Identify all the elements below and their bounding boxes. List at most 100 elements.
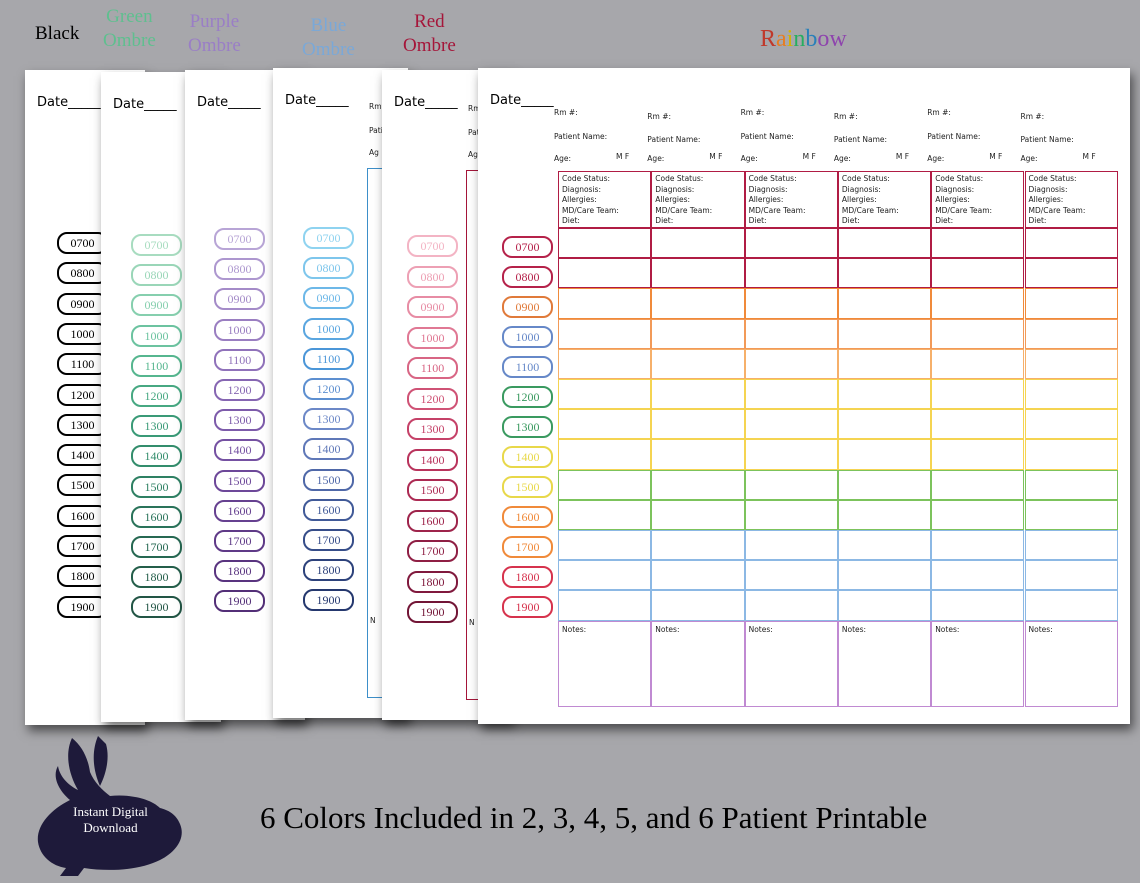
info-line: Allergies:	[748, 195, 784, 204]
notes-cell	[744, 620, 838, 707]
sex-label: M F	[616, 152, 630, 161]
partial-room-label: Rm	[468, 104, 481, 113]
time-pill: 1500	[502, 476, 553, 498]
time-pill: 1300	[57, 413, 108, 436]
time-pill: 1300	[303, 408, 354, 431]
patient-name-label: Patient Name:	[554, 132, 608, 141]
info-line: MD/Care Team:	[935, 205, 993, 215]
date-label: Date_____	[197, 95, 261, 110]
hour-cell	[837, 590, 932, 621]
hour-cell	[651, 409, 745, 440]
time-pill: 0800	[214, 258, 265, 281]
date-label: Date_____	[490, 93, 554, 108]
notes-label: Notes:	[562, 624, 587, 634]
hour-cell	[744, 409, 838, 440]
notes-cell	[837, 620, 932, 707]
label-red-line1: Red	[414, 11, 445, 32]
label-purple-line2: Ombre	[188, 35, 241, 56]
notes-label: Notes:	[748, 624, 773, 634]
hour-cell	[837, 288, 932, 319]
time-pill: 1000	[303, 317, 354, 340]
info-line: Diet:	[935, 216, 954, 225]
room-label: Rm #:	[647, 112, 672, 121]
hour-cell	[931, 379, 1025, 410]
hour-cell	[1024, 228, 1118, 259]
hour-cell	[744, 318, 838, 349]
notes-label: Notes:	[841, 624, 867, 634]
notes-label: Notes:	[1028, 624, 1053, 634]
hour-cell	[1024, 590, 1118, 621]
sex-label: M F	[989, 152, 1003, 161]
time-pill: 0700	[131, 234, 182, 256]
hour-cell	[744, 228, 838, 259]
time-pill: 1000	[214, 318, 265, 341]
notes-cell	[931, 620, 1025, 707]
hour-cell	[744, 469, 838, 500]
hour-cell	[1024, 318, 1118, 349]
info-line: Code Status:	[562, 174, 611, 183]
label-blue-ombre: Blue Ombre	[302, 14, 355, 62]
time-pill: 1800	[303, 559, 354, 582]
partial-notes-label: N	[370, 616, 376, 625]
info-line: Diagnosis:	[748, 184, 788, 194]
hour-cell	[837, 348, 932, 379]
time-pill: 1100	[303, 347, 354, 370]
rainbow-letter: n	[793, 26, 806, 52]
label-black: Black	[35, 23, 80, 44]
date-label: Date_____	[37, 95, 101, 110]
time-pill: 1100	[214, 348, 265, 371]
hour-cell	[558, 439, 652, 470]
hour-cell	[558, 530, 652, 561]
info-line: Allergies:	[935, 195, 970, 204]
time-pill: 1500	[303, 468, 354, 491]
label-red-line2: Ombre	[403, 35, 456, 56]
patient-name-label: Patient Name:	[647, 135, 701, 144]
time-pill: 1100	[407, 357, 458, 379]
time-pill: 1800	[57, 565, 108, 588]
age-label: Age:	[647, 154, 665, 163]
patient-info-box	[931, 171, 1025, 228]
partial-notes-label: N	[469, 618, 475, 627]
hour-cell	[558, 469, 652, 500]
time-pill: 1100	[131, 354, 182, 377]
time-pill: 1900	[214, 590, 265, 613]
hour-cell	[837, 439, 932, 470]
time-pill: 1500	[407, 479, 458, 501]
rainbow-letter: o	[817, 26, 830, 52]
hour-cell	[558, 379, 652, 410]
hour-cell	[931, 560, 1025, 591]
patient-info-text: Code Status: Diagnosis: Allergies: MD/Care …	[842, 174, 899, 227]
hour-cell	[651, 439, 745, 470]
patient-info-box	[558, 171, 652, 228]
patient-info-box	[744, 171, 838, 228]
rainbow-letter: a	[776, 26, 787, 52]
hour-cell	[558, 288, 652, 319]
patient-info-text: Code Status: Diagnosis: Allergies: MD/Care …	[655, 174, 712, 227]
info-line: MD/Care Team:	[1028, 205, 1086, 215]
info-line: Diet:	[562, 216, 580, 225]
info-line: MD/Care Team:	[841, 205, 899, 215]
time-pill: 1900	[131, 596, 182, 619]
hour-cell	[651, 288, 745, 319]
hour-cell	[1024, 288, 1118, 319]
notes-cell	[1024, 620, 1118, 707]
info-line: Allergies:	[1028, 195, 1064, 204]
caption: 6 Colors Included in 2, 3, 4, 5, and 6 P…	[260, 800, 928, 835]
hour-cell	[744, 499, 838, 530]
hour-cell	[931, 258, 1025, 289]
hour-cell	[931, 409, 1025, 440]
hour-cell	[744, 288, 838, 319]
patient-info-box	[651, 171, 745, 228]
patient-info-text: Code Status: Diagnosis: Allergies: MD/Care …	[749, 174, 806, 227]
notes-label: Notes:	[655, 624, 680, 634]
time-pill: 0900	[407, 296, 458, 318]
info-line: Diagnosis:	[841, 184, 881, 194]
info-line: MD/Care Team:	[748, 205, 806, 215]
label-rainbow: Rainbow	[760, 27, 847, 51]
notes-cell	[558, 620, 652, 707]
hour-cell	[744, 560, 838, 591]
notes-label: Notes:	[935, 624, 960, 634]
hour-cell	[558, 590, 652, 621]
patient-info-box	[837, 171, 932, 228]
time-pill: 0900	[303, 287, 354, 310]
